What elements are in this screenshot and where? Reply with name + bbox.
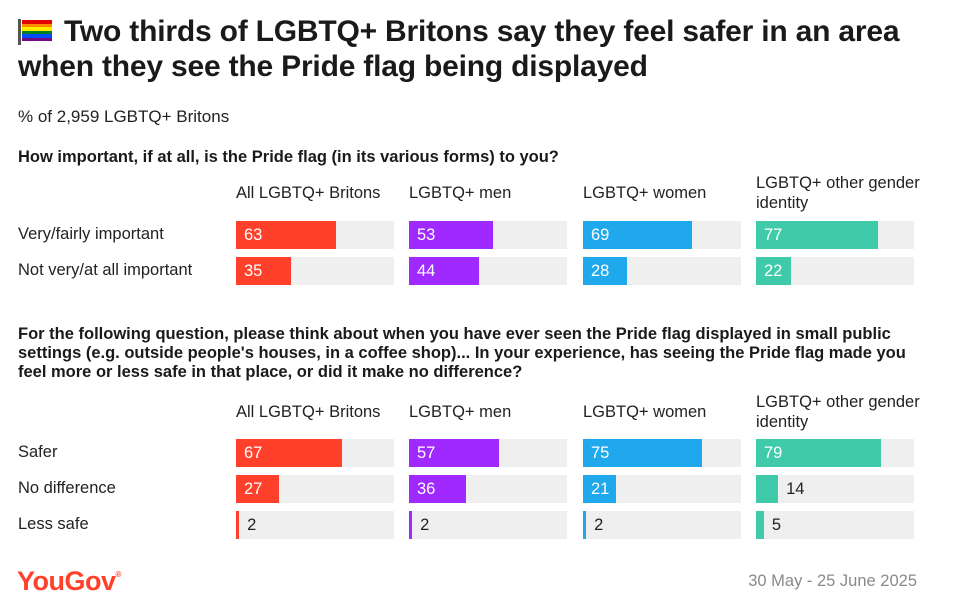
bar-track: 14: [756, 475, 914, 503]
data-label: 14: [786, 480, 805, 498]
data-label: 28: [591, 262, 610, 280]
bar-track: 2: [409, 511, 567, 539]
bar: [409, 475, 466, 503]
bar: [236, 439, 342, 467]
bar: [583, 257, 628, 285]
bar-track: 21: [583, 475, 741, 503]
bar-track: 5: [756, 511, 914, 539]
bar: [236, 257, 292, 285]
chart-title: Two thirds of LGBTQ+ Britons say they fe…: [18, 15, 900, 83]
question-1: How important, if at all, is the Pride f…: [18, 148, 559, 166]
row-label: No difference: [18, 479, 116, 497]
data-label: 22: [764, 262, 783, 280]
bar-track: 63: [236, 221, 394, 249]
data-label: 53: [417, 226, 436, 244]
pride-flag-icon: [18, 19, 54, 45]
bar: [236, 475, 279, 503]
row-label: Not very/at all important: [18, 261, 193, 279]
row-label: Less safe: [18, 515, 89, 533]
bar: [583, 475, 617, 503]
question-2: For the following question, please think…: [18, 325, 906, 381]
data-label: 2: [420, 516, 430, 534]
bar-track: 2: [236, 511, 394, 539]
data-label: 2: [594, 516, 604, 534]
data-label: 36: [417, 480, 436, 498]
bar-track: 69: [583, 221, 741, 249]
data-label: 2: [247, 516, 257, 534]
bar: [409, 257, 479, 285]
column-header: LGBTQ+ other gender identity: [756, 393, 920, 431]
bar-track: 75: [583, 439, 741, 467]
bar: [756, 511, 764, 539]
bar-track: 28: [583, 257, 741, 285]
column-header: LGBTQ+ men: [409, 184, 512, 202]
data-label: 67: [244, 444, 263, 462]
column-header: LGBTQ+ women: [583, 184, 707, 202]
column-header: All LGBTQ+ Britons: [236, 403, 381, 421]
bar-track: 53: [409, 221, 567, 249]
yougov-logo: YouGov®: [17, 566, 121, 596]
bar: [409, 221, 493, 249]
data-label: 35: [244, 262, 263, 280]
row-label: Safer: [18, 443, 58, 461]
bar: [583, 511, 587, 539]
column-header: LGBTQ+ women: [583, 403, 707, 421]
bar: [236, 511, 240, 539]
bar-track: 2: [583, 511, 741, 539]
bar: [756, 221, 878, 249]
bar-track: 77: [756, 221, 914, 249]
bar-track: 79: [756, 439, 914, 467]
bar-track: 36: [409, 475, 567, 503]
bar: [756, 439, 881, 467]
data-label: 77: [764, 226, 783, 244]
data-label: 75: [591, 444, 610, 462]
data-label: 57: [417, 444, 436, 462]
bar: [409, 439, 500, 467]
data-label: 69: [591, 226, 610, 244]
data-label: 79: [764, 444, 783, 462]
bar: [756, 475, 779, 503]
bar-track: 44: [409, 257, 567, 285]
bar-track: 67: [236, 439, 394, 467]
column-header: All LGBTQ+ Britons: [236, 184, 381, 202]
column-header: LGBTQ+ other gender identity: [756, 174, 920, 212]
bar-track: 22: [756, 257, 914, 285]
chart-subtitle: % of 2,959 LGBTQ+ Britons: [18, 107, 230, 126]
bar: [409, 511, 413, 539]
bar: [583, 221, 693, 249]
data-label: 27: [244, 480, 263, 498]
bar: [236, 221, 336, 249]
data-label: 21: [591, 480, 610, 498]
bar: [756, 257, 791, 285]
bar: [583, 439, 702, 467]
bar-track: 35: [236, 257, 394, 285]
row-label: Very/fairly important: [18, 225, 164, 243]
column-header: LGBTQ+ men: [409, 403, 512, 421]
fieldwork-date: 30 May - 25 June 2025: [748, 572, 917, 590]
bar-track: 57: [409, 439, 567, 467]
data-label: 44: [417, 262, 436, 280]
bar-track: 27: [236, 475, 394, 503]
data-label: 5: [771, 516, 782, 534]
data-label: 63: [244, 226, 263, 244]
